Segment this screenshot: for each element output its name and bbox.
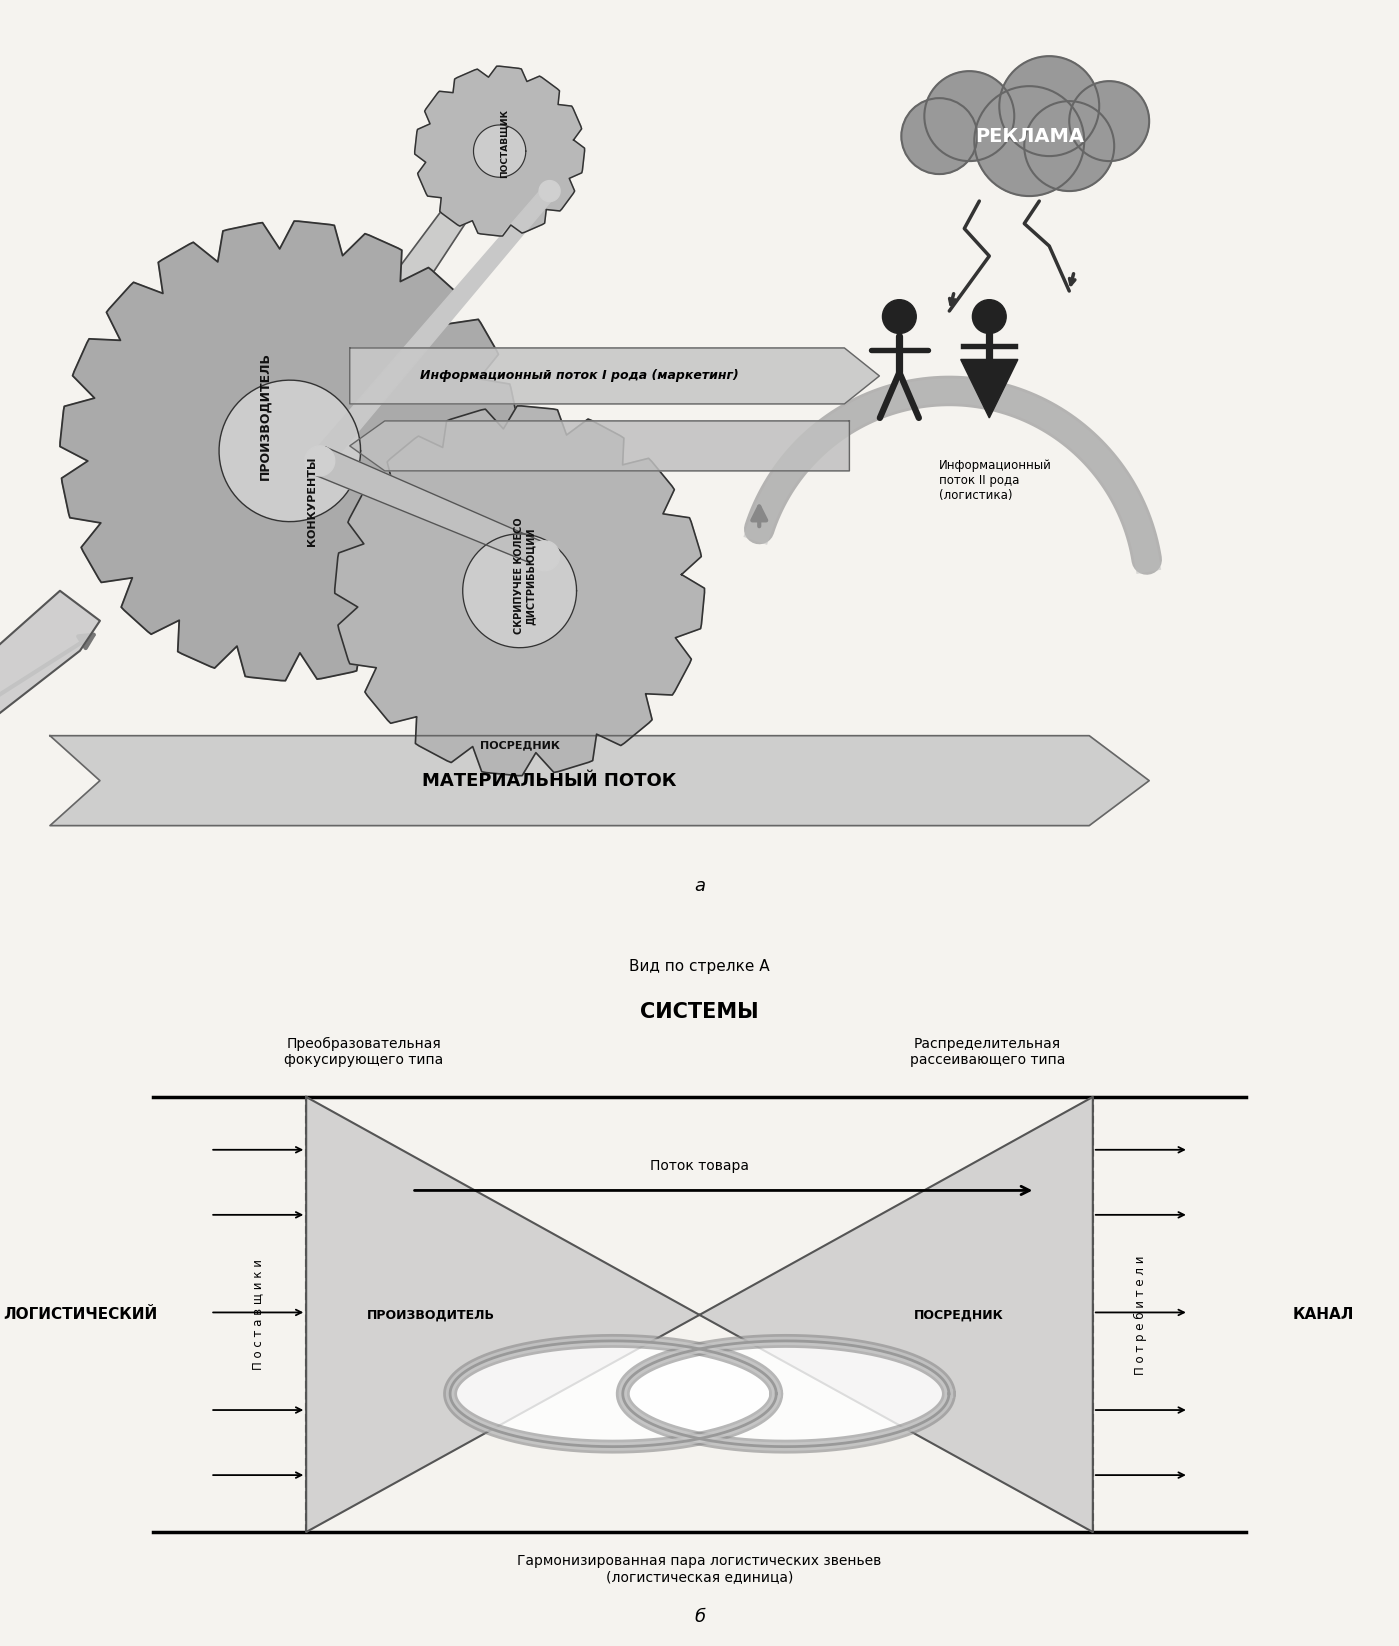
Polygon shape bbox=[463, 533, 576, 649]
Polygon shape bbox=[700, 1096, 1093, 1532]
Circle shape bbox=[925, 71, 1014, 161]
Polygon shape bbox=[60, 221, 519, 681]
Text: Информационный
поток II рода
(логистика): Информационный поток II рода (логистика) bbox=[939, 459, 1052, 502]
Text: СКРИПУЧЕЕ КОЛЕСО
ДИСТРИБЬЮЦИИ: СКРИПУЧЕЕ КОЛЕСО ДИСТРИБЬЮЦИИ bbox=[513, 517, 536, 634]
Polygon shape bbox=[271, 145, 509, 464]
Polygon shape bbox=[961, 359, 1018, 418]
Polygon shape bbox=[450, 1341, 776, 1447]
Circle shape bbox=[972, 300, 1006, 334]
Polygon shape bbox=[414, 66, 585, 235]
Text: КОНКУРЕНТЫ: КОНКУРЕНТЫ bbox=[306, 456, 316, 545]
Text: ПОСТАВЩИК: ПОСТАВЩИК bbox=[499, 109, 509, 178]
Circle shape bbox=[999, 56, 1100, 156]
Polygon shape bbox=[350, 347, 880, 403]
Text: ПРОИЗВОДИТЕЛЬ: ПРОИЗВОДИТЕЛЬ bbox=[367, 1309, 495, 1322]
Polygon shape bbox=[305, 446, 334, 476]
Polygon shape bbox=[306, 1096, 700, 1532]
Polygon shape bbox=[50, 736, 1149, 826]
Text: Распределительная
рассеивающего типа: Распределительная рассеивающего типа bbox=[909, 1037, 1065, 1067]
Polygon shape bbox=[334, 407, 705, 775]
Polygon shape bbox=[350, 421, 849, 471]
Text: КАНАЛ: КАНАЛ bbox=[1293, 1307, 1354, 1322]
Polygon shape bbox=[220, 380, 361, 522]
Text: ПОСРЕДНИК: ПОСРЕДНИК bbox=[480, 741, 560, 751]
Text: СИСТЕМЫ: СИСТЕМЫ bbox=[641, 1001, 758, 1022]
Polygon shape bbox=[312, 186, 555, 467]
Polygon shape bbox=[623, 1341, 949, 1447]
Circle shape bbox=[974, 86, 1084, 196]
Text: ПОСРЕДНИК: ПОСРЕДНИК bbox=[914, 1309, 1003, 1322]
Text: Преобразовательная
фокусирующего типа: Преобразовательная фокусирующего типа bbox=[284, 1037, 443, 1067]
Polygon shape bbox=[0, 591, 99, 721]
Polygon shape bbox=[539, 181, 560, 201]
Circle shape bbox=[1069, 81, 1149, 161]
Text: Информационный поток I рода (маркетинг): Информационный поток I рода (маркетинг) bbox=[420, 369, 739, 382]
Circle shape bbox=[883, 300, 916, 334]
Text: РЕКЛАМА: РЕКЛАМА bbox=[975, 127, 1084, 145]
Text: Поток товара: Поток товара bbox=[651, 1159, 748, 1174]
Text: Вид по стрелке А: Вид по стрелке А bbox=[630, 960, 769, 974]
Text: б: б bbox=[694, 1608, 705, 1626]
Text: ПРОИЗВОДИТЕЛЬ: ПРОИЗВОДИТЕЛЬ bbox=[259, 352, 271, 481]
Polygon shape bbox=[313, 448, 550, 566]
Text: а: а bbox=[694, 877, 705, 894]
Text: ЛОГИСТИЧЕСКИЙ: ЛОГИСТИЧЕСКИЙ bbox=[4, 1307, 158, 1322]
Text: П о т р е б и т е л и: П о т р е б и т е л и bbox=[1135, 1256, 1147, 1374]
Circle shape bbox=[901, 99, 978, 174]
Text: П о с т а в щ и к и: П о с т а в щ и к и bbox=[252, 1259, 264, 1371]
Polygon shape bbox=[530, 542, 560, 571]
Text: Гармонизированная пара логистических звеньев
(логистическая единица): Гармонизированная пара логистических зве… bbox=[518, 1554, 881, 1583]
Circle shape bbox=[1024, 100, 1114, 191]
Text: МАТЕРИАЛЬНЫЙ ПОТОК: МАТЕРИАЛЬНЫЙ ПОТОК bbox=[422, 772, 677, 790]
Polygon shape bbox=[473, 125, 526, 178]
